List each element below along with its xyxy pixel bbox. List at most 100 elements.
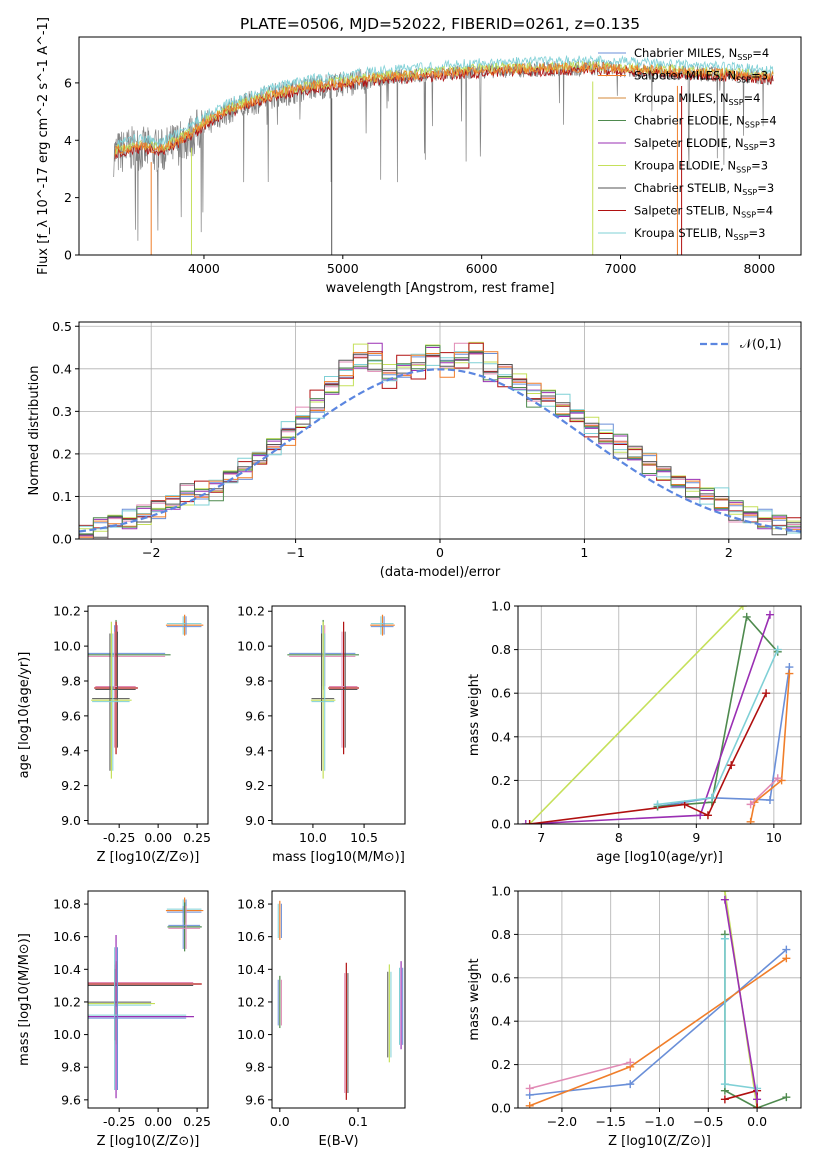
plot-area <box>277 900 404 1100</box>
axes-frame <box>517 605 802 825</box>
y-axis-label: Flux [f_λ 10^-17 erg cm^-2 s^-1 A^-1] <box>36 17 51 275</box>
weight-line-kroupa_elodie <box>529 606 744 824</box>
y-tick-label: 10.0 <box>53 639 81 654</box>
weight-marker <box>782 945 791 954</box>
legend-label: Salpeter ELODIE, NSSP=3 <box>634 136 776 152</box>
y-tick-label: 10.6 <box>53 929 81 944</box>
weight-marker <box>746 800 755 809</box>
axes-frame <box>87 605 209 825</box>
x-tick-label: 0.25 <box>183 1114 211 1129</box>
weight-marker <box>765 610 774 619</box>
weight-line-pink <box>529 1061 631 1090</box>
y-tick-label: 10.2 <box>237 604 265 619</box>
x-tick-label: 0.00 <box>144 1114 172 1129</box>
x-tick-label: 10.0 <box>299 830 327 845</box>
weight-marker <box>773 645 782 654</box>
y-tick-label: 9.8 <box>245 1060 265 1075</box>
y-tick-label: 9.6 <box>245 708 265 723</box>
panel-spectrum: 4000 5000 6000 7000 8000 0 2 4 6 wavelength [Angs… <box>36 17 802 296</box>
x-axis-label: mass [log10(M/M⊙)] <box>272 850 405 865</box>
x-axis-label: age [log10(age/yr)] <box>596 850 723 865</box>
y-tick-label: 0.0 <box>491 817 511 832</box>
weight-marker <box>727 761 736 770</box>
figure-title: PLATE=0506, MJD=52022, FIBERID=0261, z=0… <box>240 15 640 33</box>
x-tick-label: -0.25 <box>103 1114 135 1129</box>
y-tick-label: 9.8 <box>245 673 265 688</box>
panel-massweight-vs-Z: −2.0 −1.5 −1.0 −0.5 0.0 0.0 0.2 0.4 0.6 0.8 1.0 Z [… <box>467 884 802 1149</box>
x-tick-label: −1.0 <box>644 1114 674 1129</box>
x-tick-label: 0 <box>436 545 444 560</box>
x-tick-label: 0.25 <box>183 830 211 845</box>
weight-marker <box>720 1095 729 1104</box>
x-tick-label: -0.25 <box>103 830 135 845</box>
y-tick-label: 10.2 <box>53 994 81 1009</box>
legend-label: Chabrier ELODIE, NSSP=4 <box>634 114 777 130</box>
legend-label: Kroupa STELIB, NSSP=3 <box>634 226 765 242</box>
x-tick-label: 6000 <box>466 261 498 276</box>
y-tick-label: 1.0 <box>491 884 511 899</box>
y-tick-label: 9.6 <box>245 1092 265 1107</box>
y-tick-label: 10.8 <box>53 897 81 912</box>
weight-line-salpeter_elodie <box>525 614 771 824</box>
y-tick-label: 9.0 <box>245 813 265 828</box>
weight-marker <box>720 934 729 943</box>
weight-marker <box>696 811 705 820</box>
x-tick-label: 0.00 <box>144 830 172 845</box>
panel-age-vs-mass: 10.0 10.5 9.0 9.2 9.4 9.6 9.8 10.0 10.2 mass [log… <box>237 604 406 865</box>
weight-marker <box>525 820 534 824</box>
y-tick-label: 6 <box>64 75 72 90</box>
y-tick-label: 10.6 <box>237 929 265 944</box>
plot-area <box>113 55 774 255</box>
y-tick-label: 0.0 <box>52 532 72 547</box>
weight-marker <box>746 817 755 824</box>
axes-frame <box>271 890 406 1109</box>
x-tick-label: 1 <box>580 545 588 560</box>
y-tick-label: 9.0 <box>61 813 81 828</box>
y-tick-label: 0.8 <box>491 927 511 942</box>
x-tick-label: 7 <box>537 830 545 845</box>
x-tick-label: 0.1 <box>348 1114 368 1129</box>
y-tick-label: 10.0 <box>53 1027 81 1042</box>
weight-marker <box>525 1084 534 1093</box>
legend-label: Chabrier STELIB, NSSP=3 <box>634 181 774 197</box>
y-tick-label: 0.1 <box>52 489 72 504</box>
panel-massweight-vs-age: 7 8 9 10 0.0 0.2 0.4 0.6 0.8 1.0 age [log10(age/yr… <box>467 599 802 865</box>
panel-residuals: −2 −1 0 1 2 0.0 0.1 0.2 0.3 0.4 0.5 (data-model)/er… <box>27 319 802 580</box>
plot-area <box>88 897 204 1099</box>
y-tick-label: 0.6 <box>491 970 511 985</box>
y-tick-label: 0.4 <box>491 729 511 744</box>
x-axis-label: (data-model)/error <box>380 565 501 580</box>
weight-marker <box>753 1095 762 1104</box>
weight-line-kroupa_stelib <box>657 649 779 806</box>
y-tick-label: 0.2 <box>52 446 72 461</box>
residuals-legend: 𝒩(0,1) <box>700 336 782 351</box>
y-tick-label: 2 <box>64 190 72 205</box>
y-tick-label: 9.4 <box>245 743 265 758</box>
y-tick-label: 10.4 <box>237 962 265 977</box>
y-tick-label: 1.0 <box>491 599 511 614</box>
y-tick-label: 0 <box>64 248 72 263</box>
y-tick-label: 4 <box>64 133 72 148</box>
x-tick-label: −2.0 <box>547 1114 577 1129</box>
weight-line-salpeter_stelib <box>529 692 767 824</box>
weight-line-chabrier_miles <box>529 948 787 1096</box>
axes-frame <box>78 36 802 256</box>
x-axis-label: wavelength [Angstrom, rest frame] <box>326 281 555 296</box>
x-tick-label: −1 <box>286 545 304 560</box>
y-axis-label: mass weight <box>467 958 482 1040</box>
y-axis-label: mass [log10(M/M⊙)] <box>17 933 32 1066</box>
y-tick-label: 0.8 <box>491 642 511 657</box>
y-tick-label: 10.4 <box>53 962 81 977</box>
weight-marker <box>703 811 712 820</box>
x-tick-label: −1.5 <box>596 1114 626 1129</box>
legend-label: Kroupa ELODIE, NSSP=3 <box>634 159 768 175</box>
plot-area <box>521 606 794 824</box>
weight-marker <box>626 1080 635 1089</box>
weight-marker <box>720 891 729 895</box>
x-tick-label: 10 <box>766 830 782 845</box>
panel-mass-vs-Z: -0.25 0.00 0.25 9.6 9.8 10.0 10.2 10.4 10.6 10.8 Z… <box>17 890 211 1149</box>
weight-marker <box>720 895 729 904</box>
weight-marker <box>773 774 782 783</box>
y-tick-label: 10.2 <box>237 994 265 1009</box>
y-axis-label: Normed distribution <box>27 366 42 496</box>
